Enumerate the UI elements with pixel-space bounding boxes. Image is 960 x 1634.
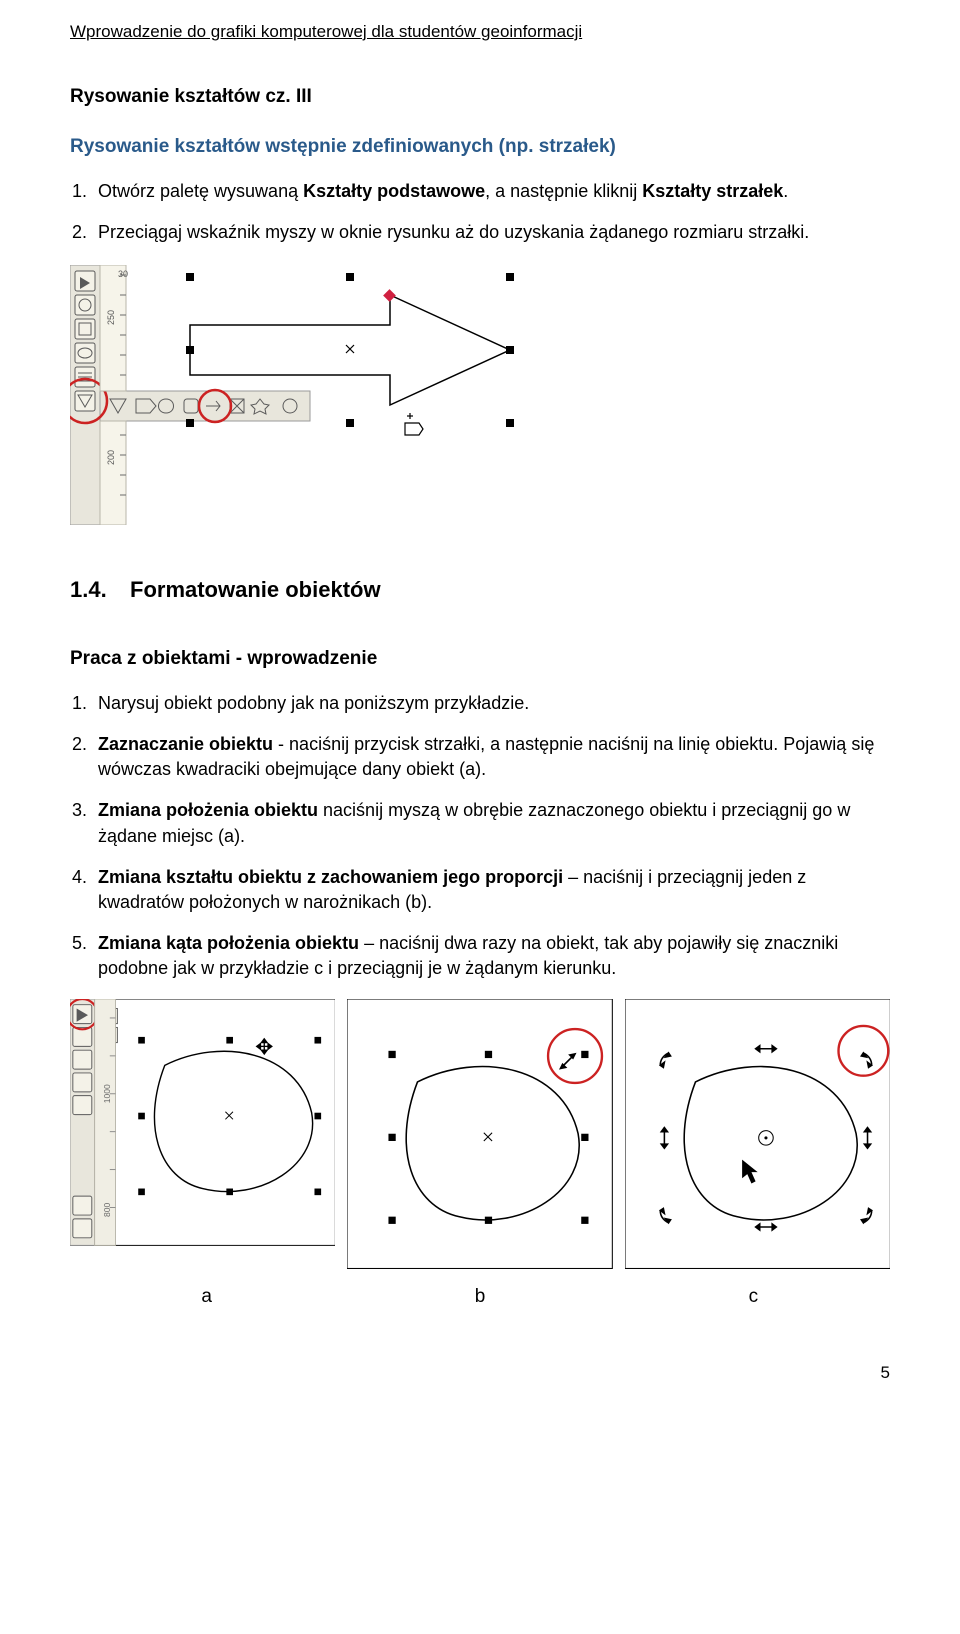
steps-list-1: Otwórz paletę wysuwaną Kształty podstawo… xyxy=(92,179,890,245)
panel-c xyxy=(625,999,890,1276)
step-1-2: Przeciągaj wskaźnik myszy w oknie rysunk… xyxy=(92,220,890,245)
figure-arrow-tool: 250 200 30 xyxy=(70,265,890,525)
svg-text:200: 200 xyxy=(106,450,116,465)
svg-text:30: 30 xyxy=(118,269,128,279)
label-c: c xyxy=(617,1284,890,1311)
svg-text:800: 800 xyxy=(102,1203,112,1217)
step-2-5: Zmiana kąta położenia obiektu – naciśnij… xyxy=(92,931,890,981)
svg-text:250: 250 xyxy=(106,310,116,325)
step-2-1: Narysuj obiekt podobny jak na poniższym … xyxy=(92,691,890,716)
section-title: Rysowanie kształtów cz. III xyxy=(70,84,890,111)
label-a: a xyxy=(70,1284,343,1311)
step-2-3: Zmiana położenia obiektu naciśnij myszą … xyxy=(92,798,890,848)
page-number: 5 xyxy=(70,1361,890,1385)
page-header: Wprowadzenie do grafiki komputerowej dla… xyxy=(70,20,890,44)
heading-1-4: 1.4.Formatowanie obiektów xyxy=(70,575,890,606)
steps-list-2: Narysuj obiekt podobny jak na poniższym … xyxy=(92,691,890,982)
svg-text:1000: 1000 xyxy=(102,1084,112,1103)
figure-panels-abc: 1000 800 xyxy=(70,999,890,1276)
label-b: b xyxy=(343,1284,616,1311)
figure-labels-row: a b c xyxy=(70,1284,890,1311)
subsection-objects-title: Praca z obiektami - wprowadzenie xyxy=(70,646,890,673)
step-1-1: Otwórz paletę wysuwaną Kształty podstawo… xyxy=(92,179,890,204)
panel-a: 1000 800 xyxy=(70,999,335,1276)
step-2-4: Zmiana kształtu obiektu z zachowaniem je… xyxy=(92,865,890,915)
subsection-arrows-title: Rysowanie kształtów wstępnie zdefiniowan… xyxy=(70,134,890,161)
panel-b xyxy=(347,999,612,1276)
step-2-2: Zaznaczanie obiektu - naciśnij przycisk … xyxy=(92,732,890,782)
